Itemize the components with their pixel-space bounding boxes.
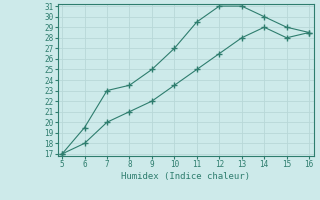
X-axis label: Humidex (Indice chaleur): Humidex (Indice chaleur) — [121, 172, 250, 181]
